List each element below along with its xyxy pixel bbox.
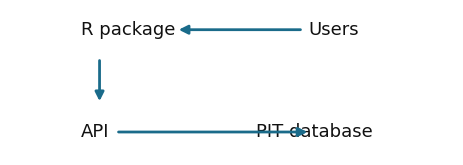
Text: Users: Users — [308, 21, 359, 39]
Text: API: API — [81, 123, 110, 141]
Text: R package: R package — [81, 21, 175, 39]
Text: PIT database: PIT database — [257, 123, 373, 141]
